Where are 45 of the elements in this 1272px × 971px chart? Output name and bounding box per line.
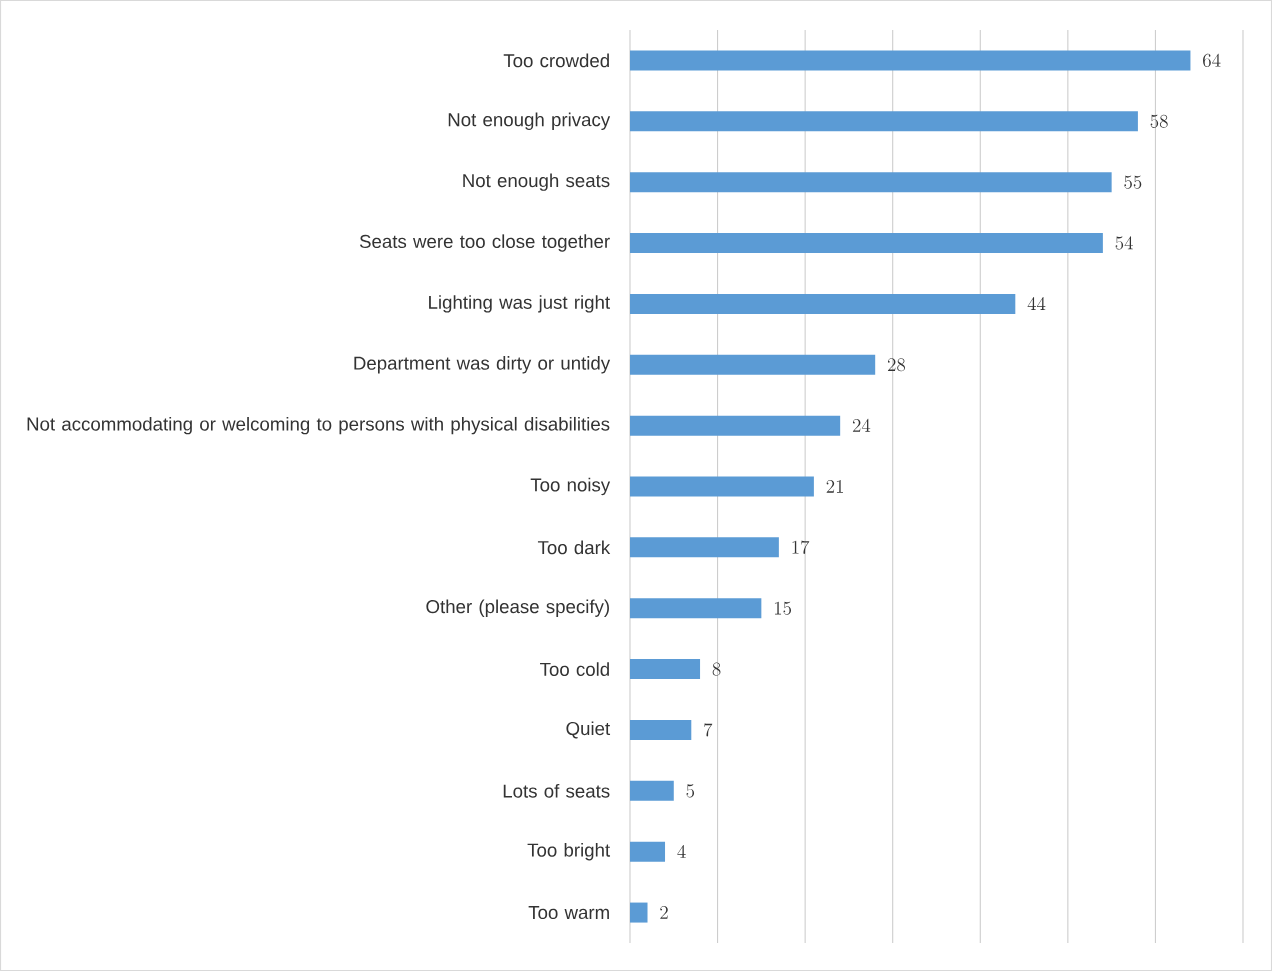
- y-tick-label: Too dark: [537, 540, 611, 555]
- y-tick-label: Other (please specify): [426, 599, 609, 617]
- data-label: 21: [826, 479, 843, 493]
- bar: [630, 537, 779, 558]
- bar: [630, 598, 762, 619]
- bar: [630, 780, 674, 801]
- y-tick-label: Not enough privacy: [448, 112, 611, 130]
- y-tick-label: Too crowded: [503, 53, 609, 68]
- data-label: 8: [712, 662, 721, 676]
- bar: [630, 719, 692, 740]
- data-label: 28: [887, 358, 905, 372]
- bar: [630, 293, 1016, 314]
- bar: [630, 354, 876, 375]
- bar: [630, 476, 814, 497]
- data-label: 17: [792, 540, 810, 554]
- bar: [630, 841, 666, 862]
- bar: [630, 415, 841, 436]
- bar: [630, 902, 648, 923]
- y-tick-label: Too cold: [540, 662, 609, 676]
- data-label: 44: [1027, 297, 1046, 311]
- bar: [630, 172, 1112, 193]
- data-label: 7: [704, 723, 713, 737]
- data-label: 54: [1115, 236, 1133, 250]
- data-label: 2: [660, 905, 668, 919]
- data-label: 4: [677, 844, 686, 858]
- y-tick-label: Too warm: [528, 906, 609, 920]
- y-tick-label: Lighting was just right: [429, 295, 610, 313]
- data-label: 58: [1150, 114, 1168, 128]
- data-label: 64: [1203, 53, 1221, 68]
- y-tick-label: Not enough seats: [463, 173, 610, 191]
- data-label: 5: [686, 784, 695, 798]
- y-tick-label: Lots of seats: [503, 783, 610, 798]
- y-tick-label: Seats were too close together: [359, 234, 610, 252]
- y-tick-label: Too noisy: [530, 477, 611, 496]
- y-tick-label: Quiet: [566, 721, 611, 739]
- data-label: 24: [852, 418, 871, 432]
- data-label: 15: [774, 601, 792, 615]
- data-label: 55: [1124, 175, 1142, 189]
- bar: [630, 233, 1103, 254]
- y-tick-label: Department was dirty or untidy: [354, 356, 611, 374]
- bar: [630, 111, 1138, 132]
- y-tick-label: Not accommodating or welcoming to persons with physical disabilities: [27, 416, 610, 435]
- y-tick-label: Too bright: [527, 842, 611, 861]
- bar: [630, 50, 1191, 71]
- bar: [630, 659, 701, 680]
